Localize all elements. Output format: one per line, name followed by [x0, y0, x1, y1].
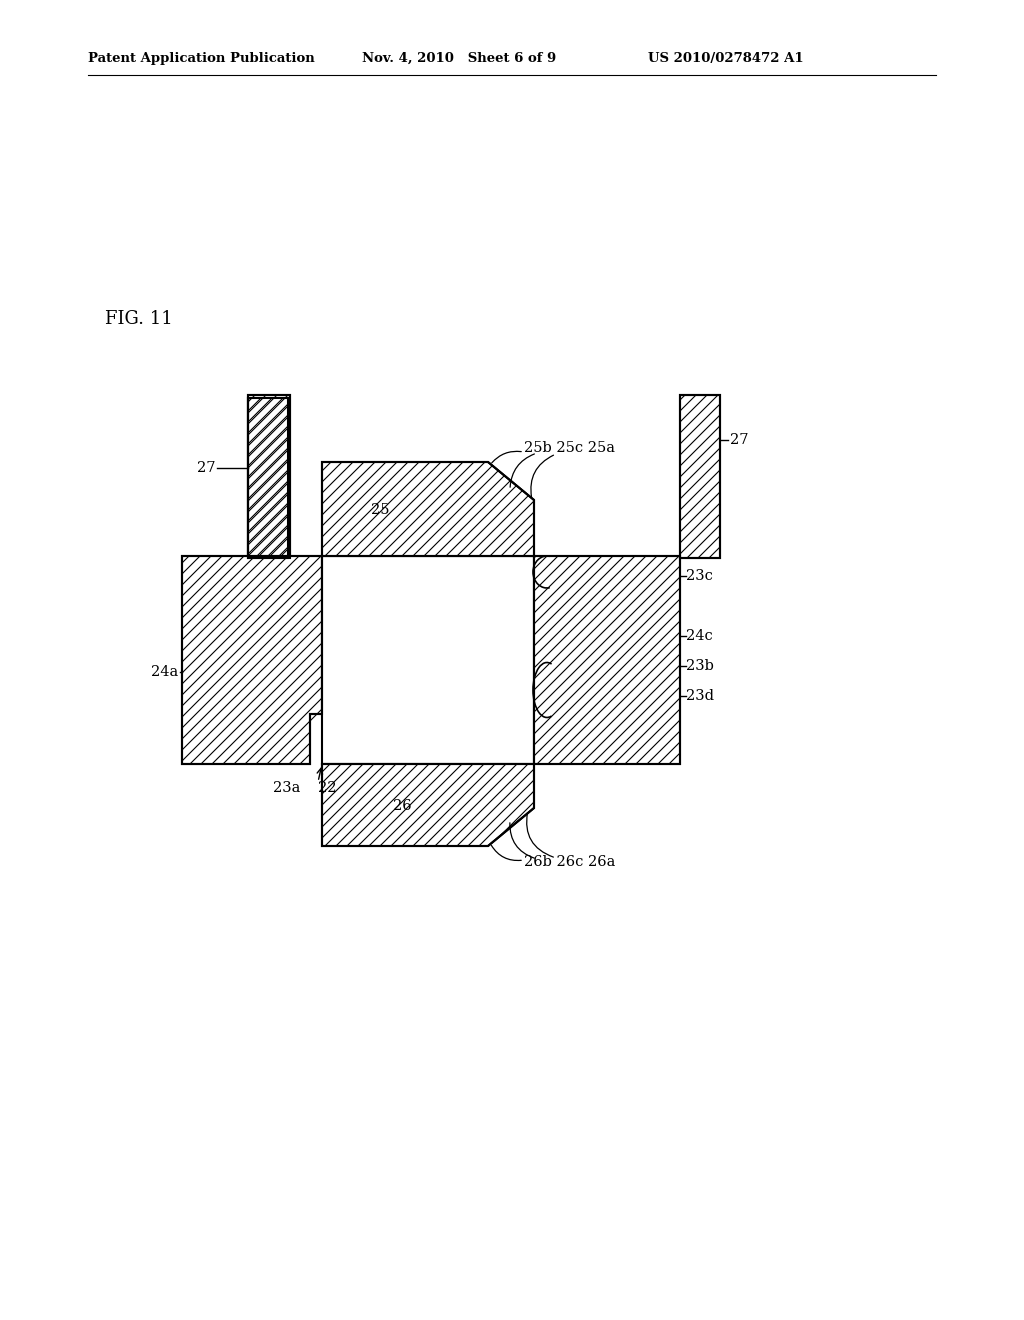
- Text: 24c: 24c: [686, 630, 713, 643]
- Polygon shape: [322, 462, 534, 556]
- Bar: [248, 399, 288, 558]
- Bar: [680, 395, 720, 558]
- Text: 23c: 23c: [686, 569, 713, 583]
- Text: US 2010/0278472 A1: US 2010/0278472 A1: [648, 51, 804, 65]
- Text: 23d: 23d: [686, 689, 714, 704]
- Text: 26: 26: [392, 799, 412, 813]
- Text: 25: 25: [371, 503, 389, 517]
- Text: Nov. 4, 2010   Sheet 6 of 9: Nov. 4, 2010 Sheet 6 of 9: [362, 51, 556, 65]
- Text: 27: 27: [197, 461, 215, 475]
- Text: 23a: 23a: [272, 781, 300, 795]
- Polygon shape: [322, 764, 534, 846]
- Bar: [248, 399, 288, 558]
- Polygon shape: [182, 556, 322, 764]
- Text: 26b 26c 26a: 26b 26c 26a: [524, 855, 615, 869]
- Bar: [322, 556, 534, 764]
- Bar: [534, 556, 680, 764]
- Text: 24a: 24a: [151, 665, 178, 678]
- Text: Patent Application Publication: Patent Application Publication: [88, 51, 314, 65]
- Bar: [680, 395, 720, 558]
- Text: 25b 25c 25a: 25b 25c 25a: [524, 441, 615, 455]
- Text: 22: 22: [318, 781, 337, 795]
- Text: 23b: 23b: [686, 659, 714, 673]
- Text: 27: 27: [730, 433, 749, 447]
- Bar: [534, 556, 680, 764]
- Bar: [248, 395, 290, 558]
- Text: FIG. 11: FIG. 11: [105, 310, 173, 327]
- Bar: [248, 395, 290, 558]
